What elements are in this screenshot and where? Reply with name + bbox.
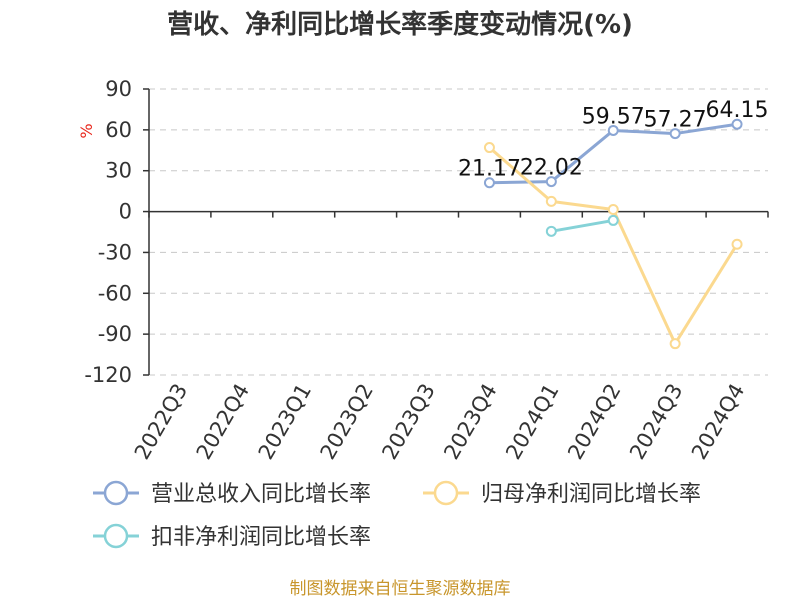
x-tick-label: 2024Q4: [687, 380, 749, 464]
legend-item-2: 归母净利润同比增长率: [423, 480, 701, 507]
grid: [149, 88, 768, 376]
x-tick-label: 2022Q3: [130, 380, 192, 464]
data-label: 21.17: [458, 157, 521, 182]
legend-item-1: 营业总收入同比增长率: [93, 480, 371, 507]
legend-label: 营业总收入同比增长率: [151, 482, 371, 507]
x-tick-label: 2023Q1: [254, 380, 316, 464]
legend-label: 归母净利润同比增长率: [481, 482, 701, 507]
data-point: [545, 176, 557, 188]
x-tick-label: 2024Q2: [563, 380, 625, 464]
x-tick-label: 2022Q4: [192, 380, 254, 464]
source-note: 制图数据来自恒生聚源数据库: [290, 579, 511, 599]
data-point: [669, 128, 681, 140]
data-point: [545, 225, 557, 237]
legend-swatch-marker: [103, 523, 129, 549]
x-tick-label: 2023Q4: [439, 380, 501, 464]
x-tick-label: 2023Q3: [377, 380, 439, 464]
chart-title: 营收、净利同比增长率季度变动情况(%): [167, 9, 633, 40]
series-line: [551, 218, 614, 233]
data-label: 59.57: [582, 104, 645, 129]
legend-item-3: 扣非净利润同比增长率: [93, 523, 371, 550]
data-point: [545, 195, 557, 207]
legend-swatch-marker: [433, 480, 459, 506]
data-point: [483, 142, 495, 154]
data-point: [607, 214, 619, 226]
y-tick-label: -30: [98, 240, 132, 264]
y-tick-label: -60: [98, 281, 132, 305]
data-point: [607, 124, 619, 136]
x-tick-label: 2023Q2: [316, 380, 378, 464]
data-point: [731, 118, 743, 130]
data-point: [669, 338, 681, 350]
y-tick-label: -120: [84, 363, 132, 387]
x-tick-label: 2024Q3: [625, 380, 687, 464]
x-tick-label: 2024Q1: [501, 380, 563, 464]
y-tick-label: 30: [105, 159, 132, 183]
y-tick-label: 60: [105, 118, 132, 142]
y-tick-label: 90: [105, 77, 132, 101]
data-label: 64.15: [706, 98, 769, 123]
legend-swatch-marker: [103, 480, 129, 506]
data-label: 22.02: [520, 156, 583, 181]
series-layer: [483, 118, 743, 350]
legend-label: 扣非净利润同比增长率: [151, 525, 371, 550]
data-label: 57.27: [644, 108, 707, 133]
data-point: [483, 177, 495, 189]
y-axis-unit: %: [77, 123, 96, 138]
data-point: [731, 238, 743, 250]
series-3: [545, 214, 619, 237]
y-tick-label: -90: [98, 322, 132, 346]
series-2: [483, 142, 743, 350]
y-tick-label: 0: [119, 200, 132, 224]
data-point: [607, 204, 619, 216]
